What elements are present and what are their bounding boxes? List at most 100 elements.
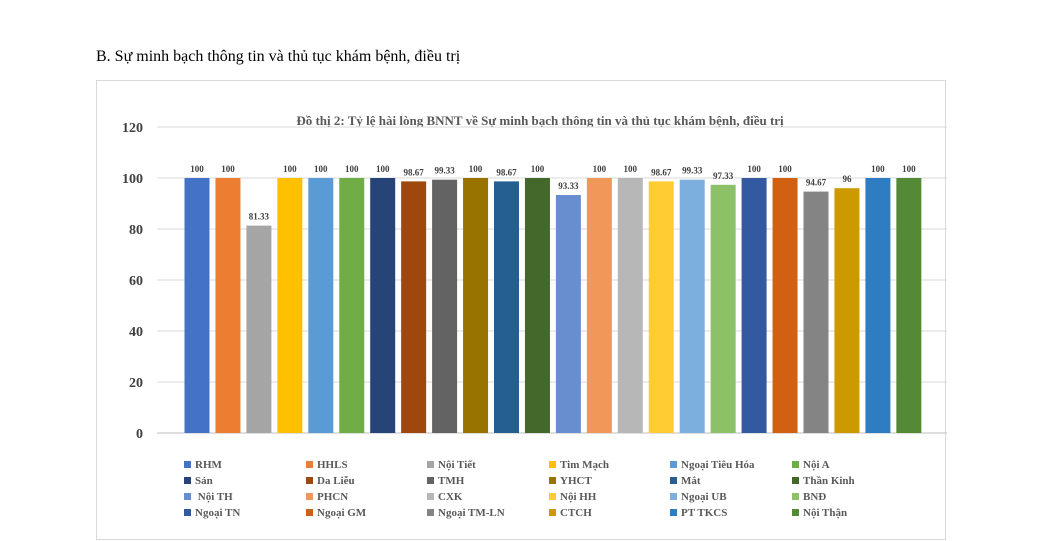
data-label: 100: [624, 164, 638, 174]
y-tick-label: 40: [129, 325, 143, 340]
data-label: 100: [469, 164, 483, 174]
data-label: 100: [376, 164, 390, 174]
data-label: 97.33: [713, 171, 734, 181]
legend-entry: Tim Mạch: [560, 459, 609, 471]
data-label: 100: [902, 164, 916, 174]
bar: [339, 178, 365, 433]
legend-entry: TMH: [438, 475, 465, 487]
legend-entry: Nội Thận: [803, 507, 847, 519]
bar: [679, 179, 705, 433]
bar: [803, 191, 829, 433]
legend-swatch: [549, 477, 556, 484]
legend-entry: Nội TH: [195, 491, 233, 503]
bar: [308, 178, 334, 433]
legend-entry: CTCH: [560, 507, 592, 519]
data-label: 100: [345, 164, 359, 174]
legend-swatch: [427, 509, 434, 516]
data-label: 98.67: [651, 167, 672, 177]
bar: [834, 188, 860, 433]
data-label: 93.33: [558, 181, 579, 191]
data-label: 100: [531, 164, 545, 174]
y-tick-label: 80: [129, 223, 143, 238]
bar: [370, 178, 396, 433]
data-label: 100: [221, 164, 235, 174]
bar: [648, 181, 674, 433]
data-label: 100: [314, 164, 328, 174]
legend-entry: Ngoại Tiêu Hóa: [681, 459, 755, 471]
chart-title: Đồ thị 2: Tỷ lệ hài lòng BNNT về Sự minh…: [296, 113, 784, 128]
data-label: 81.33: [249, 212, 270, 222]
legend-swatch: [184, 493, 191, 500]
legend-entry: Nội Tiết: [438, 459, 476, 471]
data-label: 98.67: [496, 167, 517, 177]
bar: [494, 181, 519, 433]
legend-entry: Nội A: [803, 459, 830, 471]
legend-swatch: [792, 477, 799, 484]
legend-entry: HHLS: [317, 459, 348, 471]
legend-swatch: [792, 461, 799, 468]
legend-swatch: [792, 509, 799, 516]
legend-swatch: [670, 477, 677, 484]
legend-swatch: [427, 461, 434, 468]
legend-swatch: [792, 493, 799, 500]
y-tick-label: 0: [136, 427, 143, 442]
data-label: 98.67: [404, 167, 425, 177]
legend-swatch: [549, 509, 556, 516]
bar: [246, 225, 272, 433]
bar: [586, 178, 612, 433]
y-tick-label: 60: [129, 274, 143, 289]
legend-swatch: [670, 493, 677, 500]
bar: [555, 195, 581, 433]
legend-entry: Sản: [195, 475, 213, 487]
legend-entry: Nội HH: [560, 491, 597, 503]
legend-swatch: [549, 461, 556, 468]
legend-entry: Thần Kinh: [803, 475, 855, 487]
legend-swatch: [549, 493, 556, 500]
bar: [184, 178, 210, 433]
data-label: 99.33: [434, 166, 455, 176]
bar: [710, 184, 736, 433]
bar: [463, 178, 489, 433]
bar: [215, 178, 241, 433]
data-label: 96: [842, 174, 852, 184]
legend-entry: Ngoại GM: [317, 507, 367, 519]
chart-frame: Đồ thị 2: Tỷ lệ hài lòng BNNT về Sự minh…: [96, 80, 947, 540]
legend-swatch: [184, 509, 191, 516]
bar: [401, 181, 427, 433]
legend-entry: BNĐ: [803, 491, 826, 503]
legend-entry: Da Liễu: [317, 475, 355, 487]
legend-entry: PT TKCS: [681, 507, 727, 519]
y-tick-label: 20: [129, 376, 143, 391]
data-label: 100: [778, 164, 792, 174]
data-label: 100: [593, 164, 607, 174]
chart-svg: Đồ thị 2: Tỷ lệ hài lòng BNNT về Sự minh…: [122, 113, 947, 519]
bar: [277, 178, 303, 433]
data-label: 94.67: [806, 178, 827, 188]
bar: [865, 178, 891, 433]
data-label: 100: [871, 164, 885, 174]
legend-entry: CXK: [438, 491, 463, 503]
legend-swatch: [184, 477, 191, 484]
data-label: 100: [283, 164, 297, 174]
legend-swatch: [306, 493, 313, 500]
legend-swatch: [427, 493, 434, 500]
legend-entry: Mắt: [681, 475, 701, 487]
bar: [772, 178, 798, 433]
data-label: 100: [747, 164, 761, 174]
bar: [524, 178, 550, 433]
legend-entry: PHCN: [317, 491, 348, 503]
bar: [432, 179, 458, 433]
y-tick-label: 100: [122, 172, 143, 187]
legend-entry: Ngoại TM-LN: [438, 507, 505, 519]
legend-entry: YHCT: [560, 475, 592, 487]
data-label: 100: [190, 164, 204, 174]
legend-swatch: [670, 461, 677, 468]
legend-swatch: [306, 477, 313, 484]
bar: [896, 178, 922, 433]
bar: [741, 178, 767, 433]
legend-swatch: [306, 509, 313, 516]
legend-swatch: [427, 477, 434, 484]
legend-swatch: [184, 461, 191, 468]
legend-swatch: [670, 509, 677, 516]
data-label: 99.33: [682, 166, 703, 176]
